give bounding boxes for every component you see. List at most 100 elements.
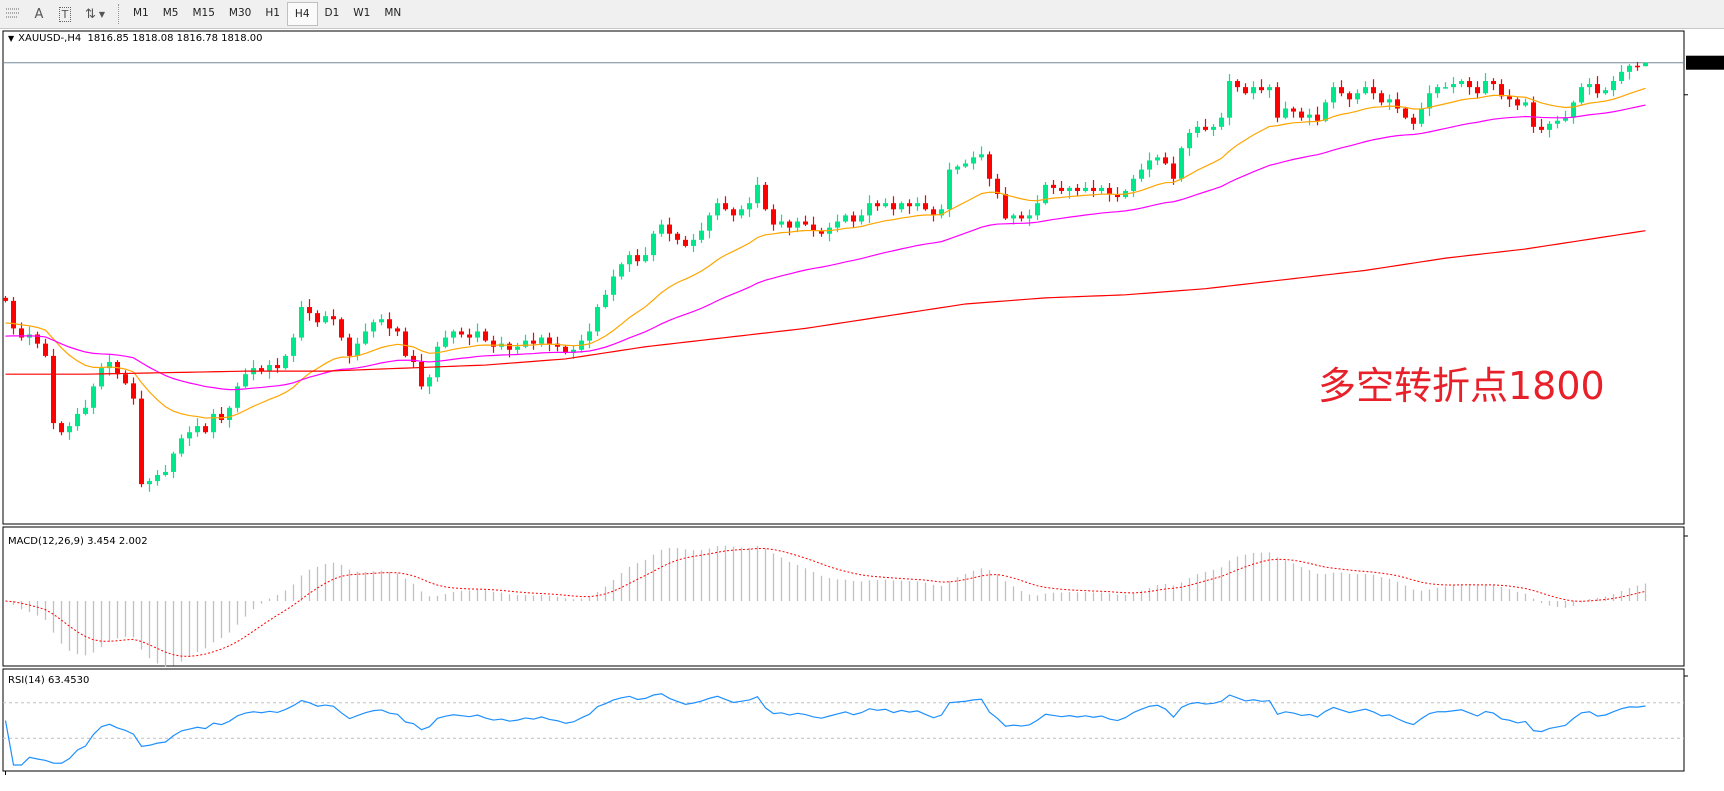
candle (1267, 84, 1272, 98)
candle (1475, 81, 1480, 98)
candle-body (1131, 178, 1136, 191)
candle-body (1619, 71, 1624, 82)
candle-body (243, 374, 248, 387)
candle-body (539, 337, 544, 344)
candle-body (179, 438, 184, 454)
candle-body (1379, 93, 1384, 103)
candle-body (259, 368, 264, 372)
candle (1275, 82, 1280, 123)
candle-body (315, 313, 320, 323)
candle (1043, 182, 1048, 205)
timeframe-m30[interactable]: M30 (228, 7, 252, 19)
candle (1075, 184, 1080, 196)
candle-body (523, 340, 528, 347)
candle (699, 222, 704, 243)
arrows-icon[interactable]: ⇅ ▼ (84, 6, 106, 22)
timeframe-m1[interactable]: M1 (133, 7, 149, 19)
candle-body (1563, 117, 1568, 121)
candle-body (475, 331, 480, 338)
candle-body (195, 426, 200, 433)
candle (187, 426, 192, 446)
candle-body (1459, 81, 1464, 85)
candle-body (1211, 126, 1216, 130)
candle-body (419, 361, 424, 387)
candle (491, 335, 496, 353)
candle (411, 349, 416, 369)
candle-body (1587, 84, 1592, 88)
grid-icon[interactable] (0, 3, 26, 25)
candle-body (515, 346, 520, 350)
ma-mid-line (5, 104, 1646, 391)
candle (1363, 81, 1368, 95)
timeframe-h1[interactable]: H1 (265, 7, 280, 19)
candle (267, 360, 272, 379)
candle-body (1307, 114, 1312, 118)
candle (1091, 179, 1096, 198)
candle (851, 211, 856, 228)
candle (147, 478, 152, 492)
candle-body (587, 331, 592, 341)
symbol-header: ▼ XAUUSD-,H4 1816.85 1818.08 1816.78 1818… (8, 33, 263, 45)
text-box-icon[interactable]: T (52, 3, 78, 25)
candle (947, 162, 952, 217)
candle-body (1491, 81, 1496, 85)
candle-body (1067, 187, 1072, 191)
timeframe-w1[interactable]: W1 (353, 7, 371, 19)
candle (163, 465, 168, 477)
candle (1451, 77, 1456, 94)
candle-body (91, 386, 96, 408)
candle (131, 377, 136, 405)
candle (339, 317, 344, 341)
macd-panel (2, 526, 1685, 667)
candle-body (1603, 90, 1608, 94)
timeframe-mn[interactable]: MN (384, 7, 402, 19)
candle-body (83, 407, 88, 414)
candle (531, 332, 536, 350)
timeframe-h4[interactable]: H4 (286, 2, 318, 26)
candle (611, 269, 616, 301)
candle-body (227, 407, 232, 421)
timeframe-m5[interactable]: M5 (162, 7, 179, 19)
candle-body (915, 203, 920, 207)
candle-body (1539, 126, 1544, 130)
candle-body (1363, 87, 1368, 94)
candle-body (1411, 117, 1416, 124)
candle-body (1075, 187, 1080, 191)
candle (1179, 146, 1184, 182)
candle-body (643, 255, 648, 262)
rsi-header: RSI(14) 63.4530 (8, 675, 90, 686)
candle (1227, 74, 1232, 126)
candle-body (203, 426, 208, 433)
ma-slow-line (5, 230, 1646, 375)
candle-body (363, 331, 368, 344)
candle (1187, 129, 1192, 156)
candle-body (635, 255, 640, 262)
candle (963, 159, 968, 169)
candle (747, 197, 752, 217)
candle-body (955, 166, 960, 170)
candle-body (1395, 99, 1400, 109)
text-label-icon[interactable]: A (34, 6, 44, 22)
timeframe-m15[interactable]: M15 (192, 7, 215, 19)
candle (1291, 106, 1296, 118)
candle (307, 299, 312, 321)
candle (1611, 76, 1616, 97)
timeframe-d1[interactable]: D1 (324, 7, 340, 19)
candle-body (1147, 160, 1152, 170)
candle (1259, 79, 1264, 94)
candle (1531, 96, 1536, 133)
candle (1307, 108, 1312, 126)
candle-body (1475, 87, 1480, 94)
candle-body (291, 337, 296, 356)
candle (483, 328, 488, 343)
candle-body (1403, 108, 1408, 118)
candle-body (67, 426, 72, 433)
candle-body (683, 239, 688, 246)
candle-body (163, 471, 168, 475)
candle (731, 207, 736, 222)
candle-body (923, 203, 928, 210)
candle-body (1595, 84, 1600, 94)
candle-body (667, 224, 672, 234)
candle (1283, 101, 1288, 120)
